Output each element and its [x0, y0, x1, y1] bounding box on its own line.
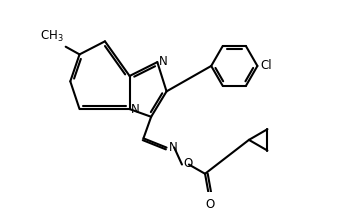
- Text: O: O: [205, 198, 214, 211]
- Text: N: N: [169, 141, 177, 154]
- Text: N: N: [159, 55, 168, 68]
- Text: Cl: Cl: [260, 59, 272, 72]
- Text: CH$_3$: CH$_3$: [40, 29, 64, 44]
- Text: O: O: [184, 157, 193, 170]
- Text: N: N: [131, 103, 140, 116]
